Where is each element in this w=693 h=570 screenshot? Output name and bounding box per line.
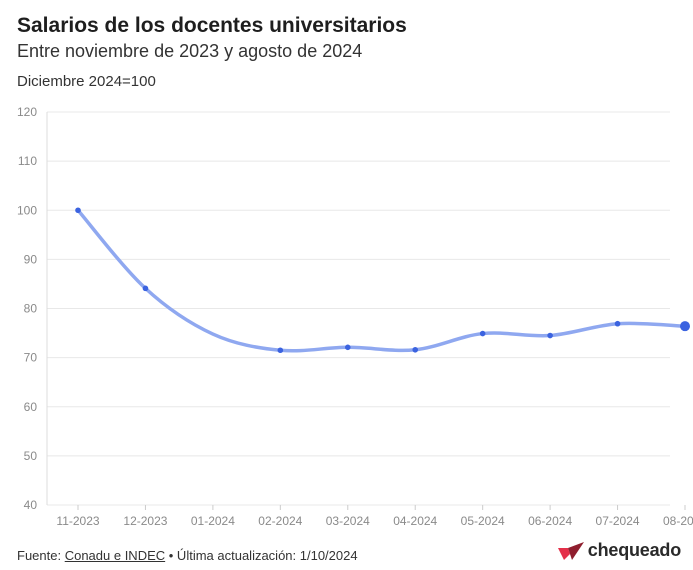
line-chart: 40 50 60 70 80 90 100 110 120 11-2023 12-2023 01-20… (17, 105, 693, 528)
data-point (277, 347, 284, 354)
chart-subtitle: Entre noviembre de 2023 y agosto de 2024 (17, 41, 363, 61)
y-tick-label: 90 (24, 252, 38, 266)
x-tick-label: 07-2024 (596, 514, 640, 528)
y-tick-label: 110 (18, 154, 37, 168)
y-tick-label: 120 (17, 105, 37, 119)
base-note: Diciembre 2024=100 (17, 73, 156, 90)
x-tick-label: 02-2024 (258, 514, 302, 528)
x-tick-label: 08-2024 (663, 514, 693, 528)
data-point (344, 344, 351, 351)
y-tick-label: 100 (17, 203, 37, 217)
data-point (142, 285, 149, 292)
y-tick-label: 70 (24, 351, 38, 365)
source-link[interactable]: Conadu e INDEC (64, 548, 166, 563)
chart-title: Salarios de los docentes universitarios (17, 14, 407, 37)
x-tick-label: 04-2024 (393, 514, 437, 528)
logo-mark-icon (557, 541, 584, 560)
x-tick-label: 12-2023 (123, 514, 167, 528)
y-tick-label: 40 (24, 498, 38, 512)
data-point (680, 321, 690, 332)
chequeado-logo[interactable]: chequeado (557, 540, 681, 561)
x-tick-label: 05-2024 (461, 514, 505, 528)
y-tick-label: 80 (24, 302, 38, 316)
logo-text: chequeado (587, 540, 681, 560)
x-tick-label: 01-2024 (191, 514, 235, 528)
update-text: • Última actualización: 1/10/2024 (165, 548, 358, 563)
data-point (75, 207, 81, 214)
x-tick-label: 03-2024 (326, 514, 370, 528)
data-point (412, 346, 419, 353)
source-prefix: Fuente: (17, 548, 65, 563)
y-tick-label: 50 (24, 449, 38, 463)
x-tick-label: 06-2024 (528, 514, 572, 528)
data-point (614, 320, 621, 327)
data-point (479, 330, 486, 337)
x-tick-label: 11-2023 (56, 514, 99, 528)
footer-source: Fuente: Conadu e INDEC • Última actualiz… (17, 548, 358, 563)
y-tick-label: 60 (24, 400, 38, 414)
series-line (76, 208, 687, 353)
data-point (547, 332, 553, 339)
